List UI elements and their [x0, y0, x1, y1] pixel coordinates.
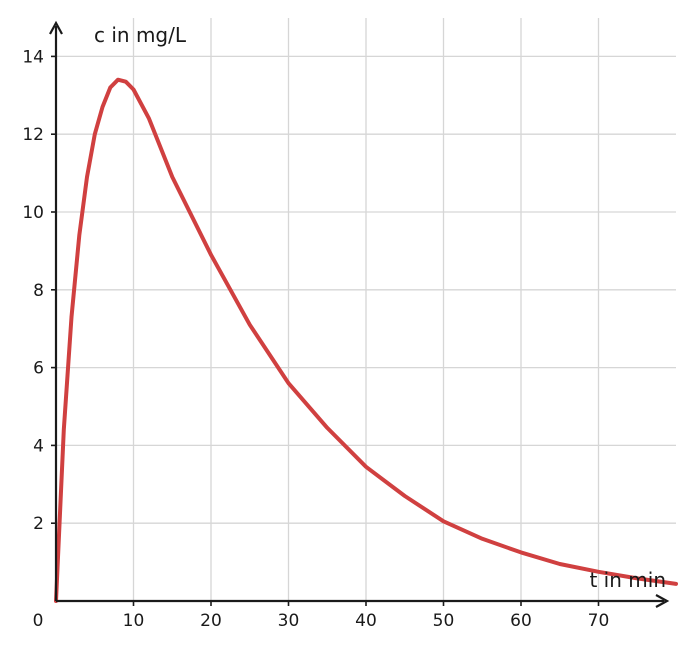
- x-tick-label-60: 60: [510, 611, 532, 631]
- y-axis-label: c in mg/L: [94, 23, 187, 47]
- y-tick-label-10: 10: [22, 203, 44, 223]
- grid-lines: [56, 18, 676, 601]
- y-tick-label-6: 6: [33, 359, 44, 379]
- x-tick-label-40: 40: [355, 611, 377, 631]
- series-layer: [54, 77, 678, 603]
- x-tick-label-70: 70: [588, 611, 610, 631]
- y-tick-label-14: 14: [22, 47, 44, 67]
- x-axis-label: t in min: [589, 568, 666, 592]
- x-axis-arrow-icon: [655, 594, 670, 608]
- x-tick-label-10: 10: [123, 611, 145, 631]
- y-axis-arrow-icon: [49, 20, 63, 35]
- y-tick-label-8: 8: [33, 281, 44, 301]
- x-tick-label-50: 50: [433, 611, 455, 631]
- y-tick-label-4: 4: [33, 436, 44, 456]
- y-tick-labels: 2 4 6 8 10 12 14: [22, 47, 56, 534]
- y-tick-label-12: 12: [22, 125, 44, 145]
- x-tick-label-30: 30: [278, 611, 300, 631]
- series-line-0: [54, 77, 678, 603]
- x-tick-labels: 10 20 30 40 50 60 70: [123, 601, 610, 631]
- origin-label: 0: [33, 611, 44, 631]
- y-tick-label-2: 2: [33, 514, 44, 534]
- x-tick-label-20: 20: [200, 611, 222, 631]
